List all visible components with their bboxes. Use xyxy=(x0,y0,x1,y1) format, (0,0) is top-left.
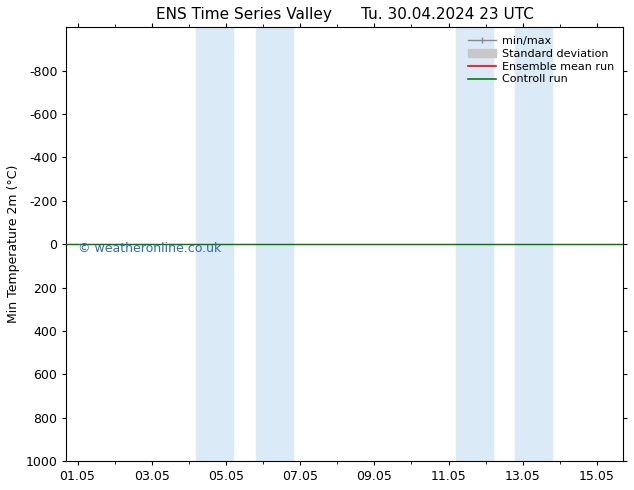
Title: ENS Time Series Valley      Tu. 30.04.2024 23 UTC: ENS Time Series Valley Tu. 30.04.2024 23… xyxy=(156,7,534,22)
Bar xyxy=(256,27,293,461)
Text: © weatheronline.co.uk: © weatheronline.co.uk xyxy=(77,242,221,255)
Legend: min/max, Standard deviation, Ensemble mean run, Controll run: min/max, Standard deviation, Ensemble me… xyxy=(465,33,618,88)
Bar xyxy=(515,27,552,461)
Bar xyxy=(197,27,233,461)
Bar xyxy=(456,27,493,461)
Y-axis label: Min Temperature 2m (°C): Min Temperature 2m (°C) xyxy=(7,165,20,323)
